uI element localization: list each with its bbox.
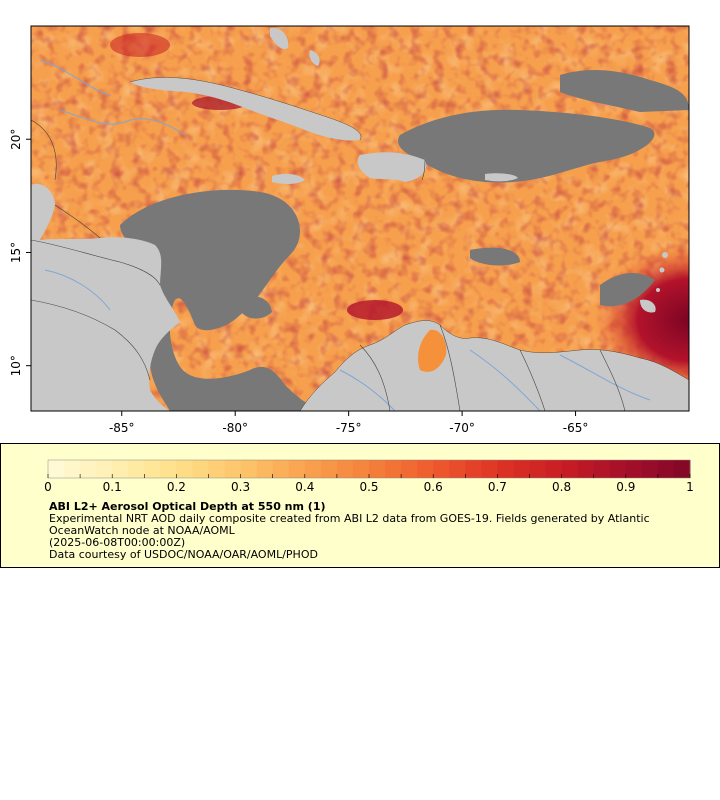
colorbar-cell xyxy=(352,460,370,478)
y-axis: 10° 15° 20° xyxy=(9,129,31,376)
colorbar-cell xyxy=(304,460,322,478)
legend-timestamp: (2025-06-08T00:00:00Z) xyxy=(49,536,186,549)
legend-box: 0 0.1 0.2 0.3 0.4 0.5 0.6 0.7 0.8 0.9 1 ABI L2+ Ae… xyxy=(0,443,720,568)
hispaniola xyxy=(357,152,427,182)
land-masses xyxy=(31,27,689,411)
puerto-rico xyxy=(485,173,518,182)
y-tick-label: 20° xyxy=(9,129,23,150)
colorbar-cell xyxy=(529,460,547,478)
colorbar-tick-label: 0.9 xyxy=(616,480,635,494)
x-tick-label: -65° xyxy=(563,421,589,435)
colorbar-tick-label: 0.5 xyxy=(359,480,378,494)
colorbar-cell xyxy=(449,460,466,478)
map-panel: -85° -80° -75° -70° -65° 10° 15° 20° xyxy=(9,25,690,435)
colorbar-cell xyxy=(433,460,450,478)
colorbar-cells xyxy=(48,460,691,478)
colorbar-cell xyxy=(240,460,258,478)
legend-text: ABI L2+ Aerosol Optical Depth at 550 nm … xyxy=(49,501,709,561)
colorbar-cell xyxy=(80,460,97,478)
colorbar-cell xyxy=(256,460,274,478)
colorbar-cell xyxy=(625,460,643,478)
colorbar-cell xyxy=(545,460,563,478)
colorbar-cell xyxy=(336,460,354,478)
colorbar-tick-label: 0.7 xyxy=(488,480,507,494)
colorbar-cell xyxy=(401,460,418,478)
x-tick-label: -85° xyxy=(109,421,135,435)
y-tick-label: 10° xyxy=(9,355,23,376)
colorbar-cell xyxy=(144,460,161,478)
colorbar-cell xyxy=(128,460,145,478)
colorbar-cell xyxy=(96,460,113,478)
legend-title: ABI L2+ Aerosol Optical Depth at 550 nm … xyxy=(49,500,326,513)
aod-map: -85° -80° -75° -70° -65° 10° 15° 20° xyxy=(9,25,690,435)
colorbar-cell xyxy=(593,460,611,478)
x-tick-label: -70° xyxy=(449,421,475,435)
rivers xyxy=(39,59,651,411)
colorbar-cell xyxy=(369,460,386,478)
colorbar-cell xyxy=(192,460,209,478)
colorbar-tick-label: 0.4 xyxy=(295,480,314,494)
map-image xyxy=(31,26,689,411)
legend-description: Experimental NRT AOD daily composite cre… xyxy=(49,512,654,537)
coastlines xyxy=(129,77,689,411)
plot-frame xyxy=(30,25,690,412)
x-tick-label: -75° xyxy=(336,421,362,435)
colorbar-cell xyxy=(112,460,129,478)
south-america xyxy=(300,320,689,411)
colorbar-cell xyxy=(673,460,691,478)
colorbar-cell xyxy=(641,460,659,478)
x-tick-label: -80° xyxy=(222,421,248,435)
colorbar-cell xyxy=(657,460,675,478)
no-data-areas xyxy=(120,69,689,411)
colorbar-cell xyxy=(385,460,402,478)
country-borders xyxy=(31,119,626,411)
jamaica xyxy=(272,173,305,185)
colorbar-cell xyxy=(609,460,627,478)
colorbar-cell xyxy=(417,460,434,478)
colorbar-tick-label: 0.3 xyxy=(231,480,250,494)
colorbar-tick-label: 0.2 xyxy=(167,480,186,494)
colorbar-cell xyxy=(320,460,338,478)
colorbar-cell xyxy=(481,460,498,478)
legend-credit: Data courtesy of USDOC/NOAA/OAR/AOML/PHO… xyxy=(49,548,318,561)
x-axis: -85° -80° -75° -70° -65° xyxy=(109,411,588,435)
colorbar-tick-label: 0.1 xyxy=(103,480,122,494)
colorbar-cell xyxy=(224,460,242,478)
cuba xyxy=(130,77,361,141)
colorbar-cell xyxy=(208,460,226,478)
central-america xyxy=(31,183,180,411)
colorbar-cell xyxy=(465,460,482,478)
colorbar-cell xyxy=(176,460,193,478)
colorbar-ticks: 0 0.1 0.2 0.3 0.4 0.5 0.6 0.7 0.8 0.9 1 xyxy=(44,474,694,494)
colorbar-tick-label: 0.8 xyxy=(552,480,571,494)
colorbar-cell xyxy=(577,460,595,478)
colorbar-cell xyxy=(561,460,579,478)
colorbar-tick-label: 0.6 xyxy=(424,480,443,494)
colorbar-cell xyxy=(497,460,514,478)
colorbar-cell xyxy=(64,460,81,478)
colorbar: 0 0.1 0.2 0.3 0.4 0.5 0.6 0.7 0.8 0.9 1 xyxy=(44,459,694,494)
colorbar-cell xyxy=(272,460,290,478)
colorbar-cell xyxy=(48,460,65,478)
colorbar-cell xyxy=(288,460,306,478)
colorbar-cell xyxy=(160,460,177,478)
colorbar-tick-label: 1 xyxy=(686,480,694,494)
y-tick-label: 15° xyxy=(9,242,23,263)
colorbar-tick-label: 0 xyxy=(44,480,52,494)
colorbar-cell xyxy=(513,460,530,478)
